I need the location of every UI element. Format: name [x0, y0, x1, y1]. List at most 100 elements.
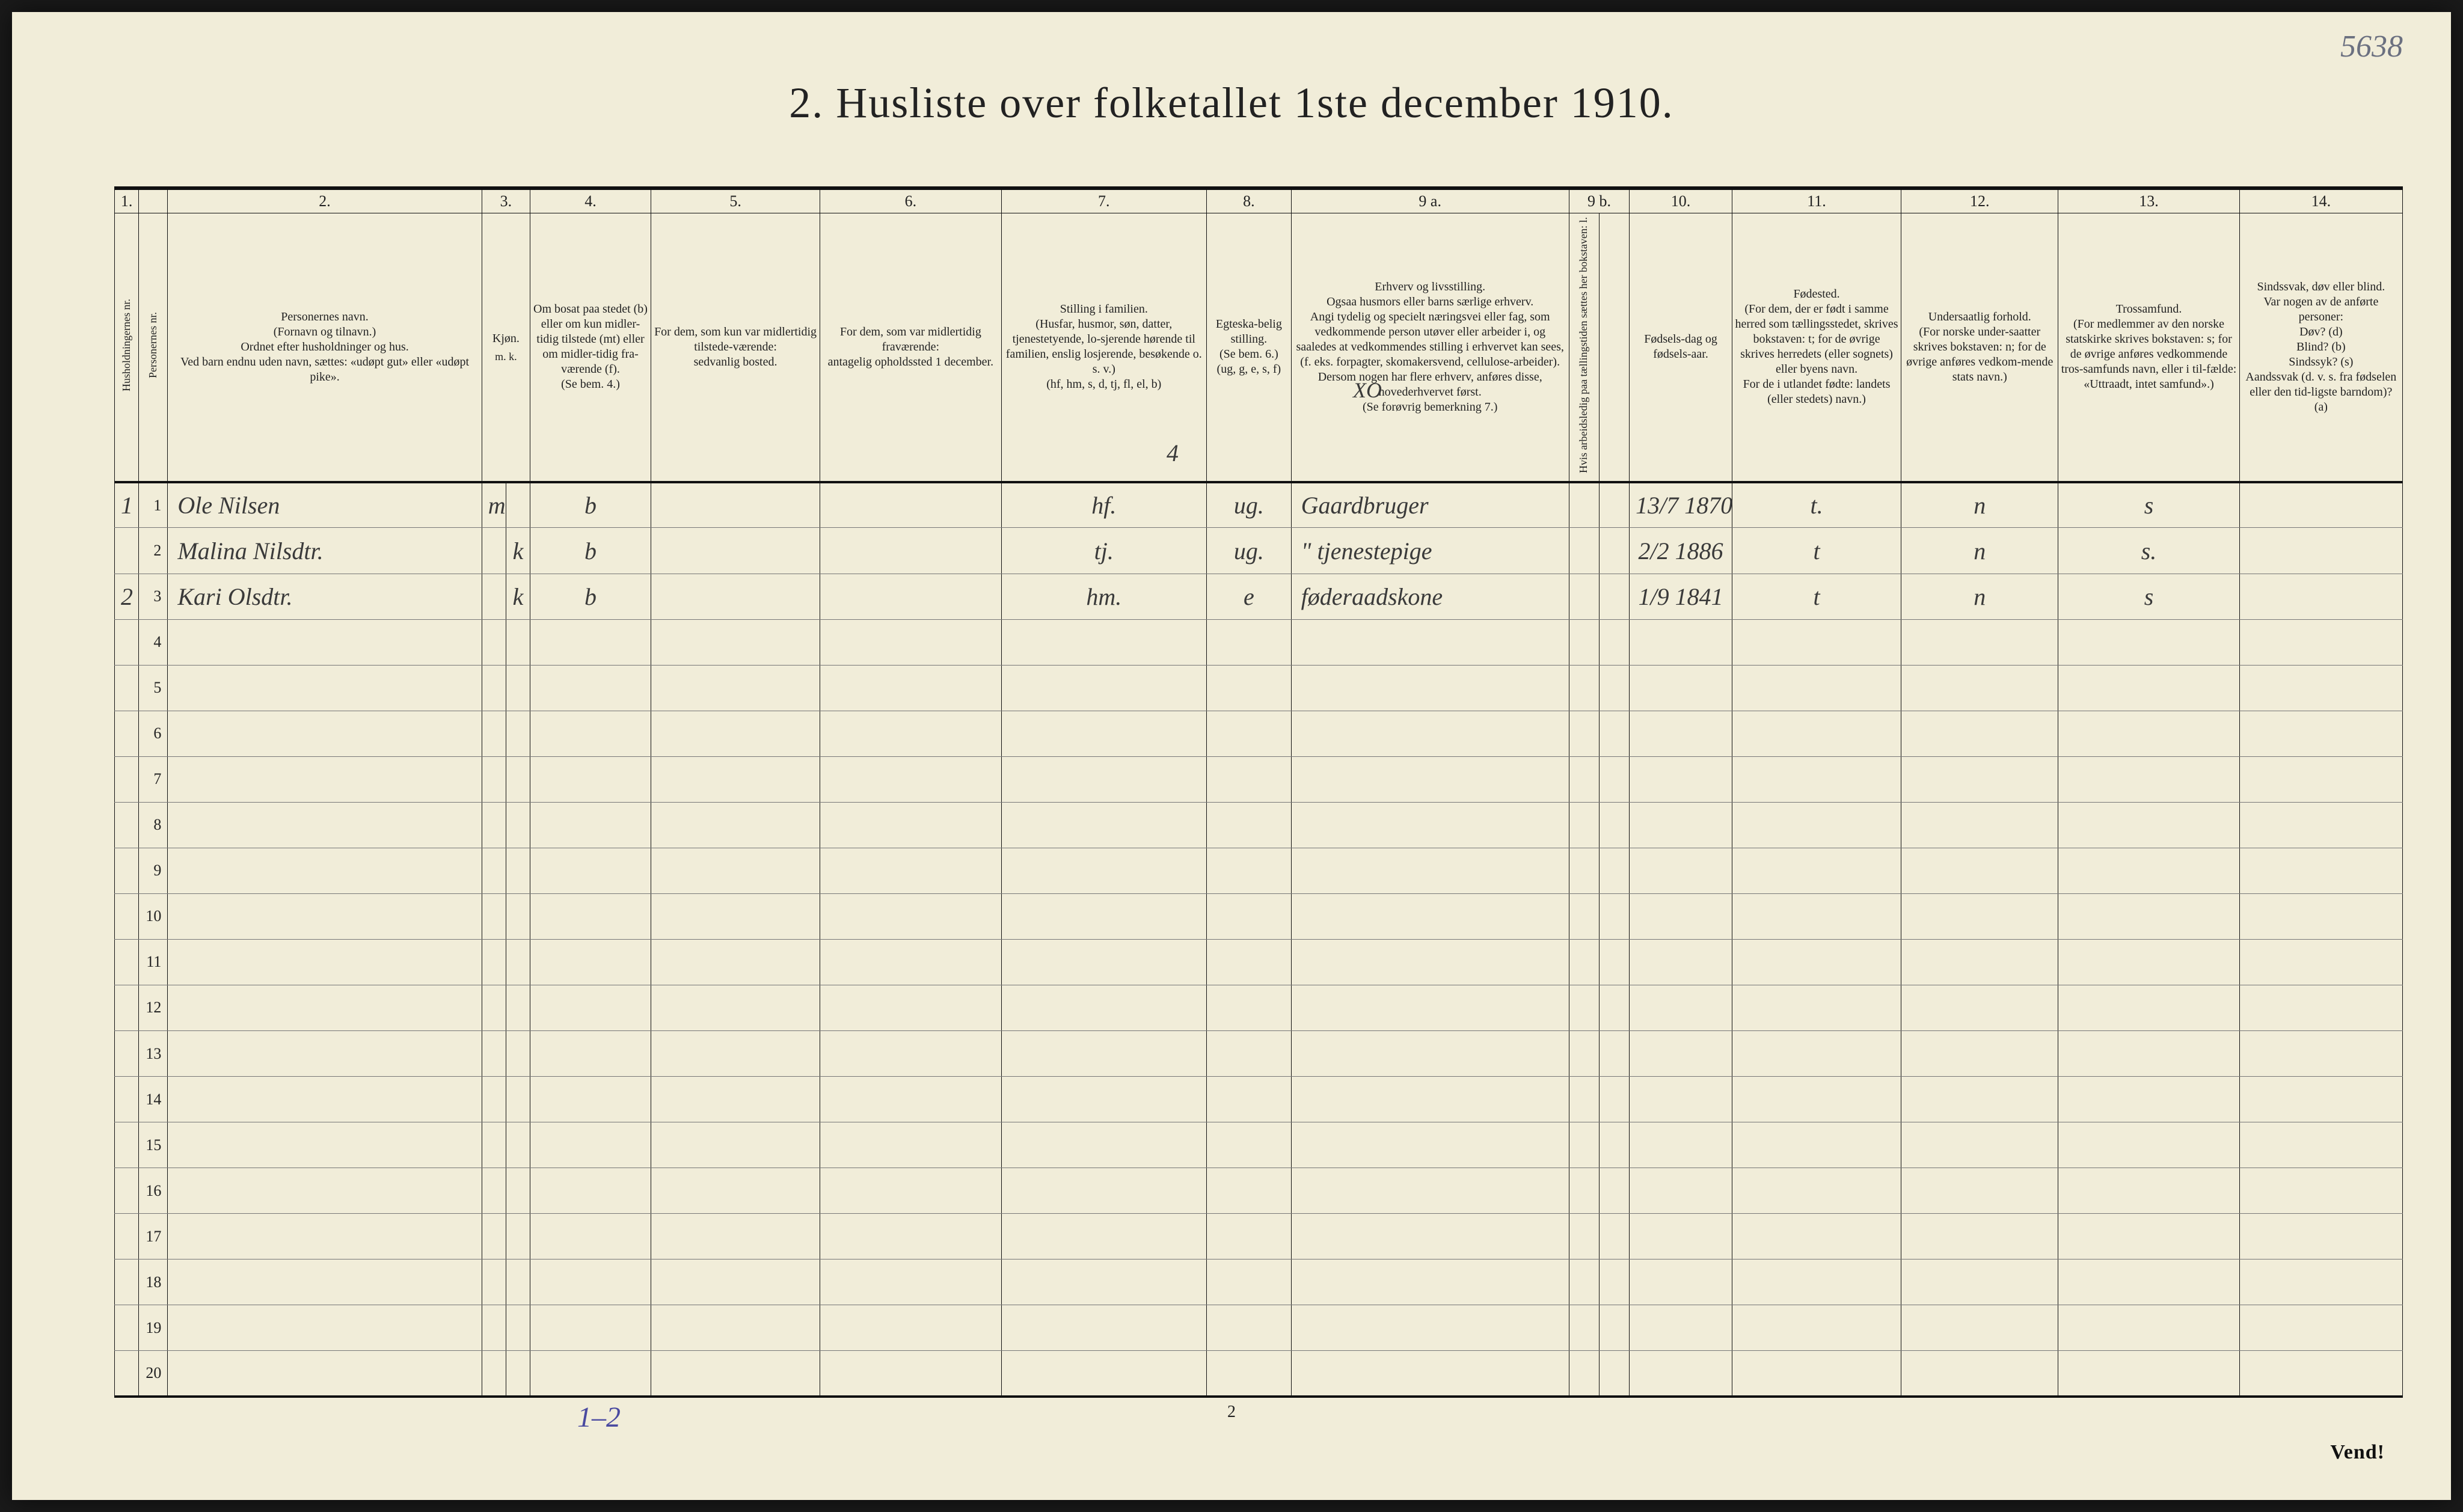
xo-annotation: XO — [1353, 378, 1382, 403]
cell-bosat — [530, 619, 651, 665]
cell-stilling — [1001, 985, 1207, 1030]
cell-under — [1901, 1351, 2058, 1397]
cell-pn: 15 — [139, 1122, 168, 1168]
table-row: 15 — [115, 1122, 2403, 1168]
cell-hh: 2 — [115, 574, 139, 619]
cell-mt — [651, 1214, 820, 1259]
cell-hh — [115, 893, 139, 939]
cell-m — [482, 1031, 506, 1077]
cell-l — [1569, 482, 1599, 528]
cell-egt — [1207, 1122, 1292, 1168]
cell-sinds — [2239, 1305, 2402, 1351]
cell-mt — [651, 711, 820, 756]
cell-l — [1569, 1305, 1599, 1351]
cell-k — [506, 1214, 530, 1259]
col-header: Undersaatlig forhold. (For norske under-… — [1901, 213, 2058, 482]
cell-tros — [2058, 1305, 2239, 1351]
cell-hh — [115, 985, 139, 1030]
cell-mt — [651, 939, 820, 985]
cell-mt — [651, 802, 820, 848]
cell-fr — [820, 1168, 1001, 1214]
cell-mt — [651, 1305, 820, 1351]
cell-bosat — [530, 1259, 651, 1305]
cell-erhverv — [1291, 756, 1569, 802]
cell-name — [168, 619, 482, 665]
cell-erhverv — [1291, 1122, 1569, 1168]
cell-tros: s — [2058, 482, 2239, 528]
col-header: Fødested. (For dem, der er født i samme … — [1732, 213, 1901, 482]
cell-name: Malina Nilsdtr. — [168, 528, 482, 574]
cell-bosat: b — [530, 574, 651, 619]
cell-x — [1599, 1305, 1629, 1351]
cell-sinds — [2239, 711, 2402, 756]
col-number: 6. — [820, 188, 1001, 213]
cell-sinds — [2239, 802, 2402, 848]
cell-x — [1599, 665, 1629, 711]
cell-egt: ug. — [1207, 482, 1292, 528]
cell-erhverv — [1291, 893, 1569, 939]
cell-l — [1569, 711, 1599, 756]
cell-m — [482, 1259, 506, 1305]
cell-x — [1599, 1168, 1629, 1214]
cell-sinds — [2239, 1214, 2402, 1259]
table-row: 2Malina Nilsdtr.kbtj.ug." tjenestepige2/… — [115, 528, 2403, 574]
cell-erhverv — [1291, 985, 1569, 1030]
cell-k — [506, 711, 530, 756]
cell-stilling — [1001, 1031, 1207, 1077]
cell-erhverv: Gaardbruger — [1291, 482, 1569, 528]
cell-fsted — [1732, 756, 1901, 802]
col-number: 11. — [1732, 188, 1901, 213]
cell-fr — [820, 939, 1001, 985]
cell-fr — [820, 1077, 1001, 1122]
cell-name — [168, 848, 482, 893]
cell-fdag — [1630, 1214, 1732, 1259]
cell-hh — [115, 619, 139, 665]
cell-fsted — [1732, 619, 1901, 665]
table-row: 10 — [115, 893, 2403, 939]
cell-stilling: hf. — [1001, 482, 1207, 528]
cell-tros — [2058, 665, 2239, 711]
cell-fr — [820, 848, 1001, 893]
cell-x — [1599, 985, 1629, 1030]
cell-k — [506, 482, 530, 528]
cell-fsted — [1732, 1305, 1901, 1351]
cell-m — [482, 574, 506, 619]
column-header-row: Husholdningernes nr.Personernes nr.Perso… — [115, 213, 2403, 482]
cell-fdag: 13/7 1870 — [1630, 482, 1732, 528]
cell-x — [1599, 756, 1629, 802]
cell-fr — [820, 1259, 1001, 1305]
cell-hh — [115, 756, 139, 802]
cell-fsted — [1732, 848, 1901, 893]
cell-bosat: b — [530, 482, 651, 528]
cell-m — [482, 893, 506, 939]
table-row: 4 — [115, 619, 2403, 665]
cell-sinds — [2239, 985, 2402, 1030]
cell-under — [1901, 802, 2058, 848]
cell-hh — [115, 939, 139, 985]
cell-tros: s — [2058, 574, 2239, 619]
cell-bosat — [530, 1351, 651, 1397]
cell-stilling — [1001, 1259, 1207, 1305]
cell-l — [1569, 1259, 1599, 1305]
cell-mt — [651, 1031, 820, 1077]
cell-stilling: hm. — [1001, 574, 1207, 619]
cell-egt — [1207, 665, 1292, 711]
cell-fr — [820, 1122, 1001, 1168]
cell-pn: 3 — [139, 574, 168, 619]
cell-fdag — [1630, 665, 1732, 711]
cell-k — [506, 1351, 530, 1397]
cell-m — [482, 802, 506, 848]
col-header: Personernes navn. (Fornavn og tilnavn.) … — [168, 213, 482, 482]
cell-name — [168, 1031, 482, 1077]
cell-name — [168, 1077, 482, 1122]
table-row: 13 — [115, 1031, 2403, 1077]
cell-sinds — [2239, 1259, 2402, 1305]
cell-erhverv — [1291, 939, 1569, 985]
cell-fsted — [1732, 1031, 1901, 1077]
cell-name — [168, 1214, 482, 1259]
cell-tros — [2058, 756, 2239, 802]
cell-under — [1901, 1259, 2058, 1305]
col-number: 9 b. — [1569, 188, 1629, 213]
col-number: 2. — [168, 188, 482, 213]
cell-bosat: b — [530, 528, 651, 574]
